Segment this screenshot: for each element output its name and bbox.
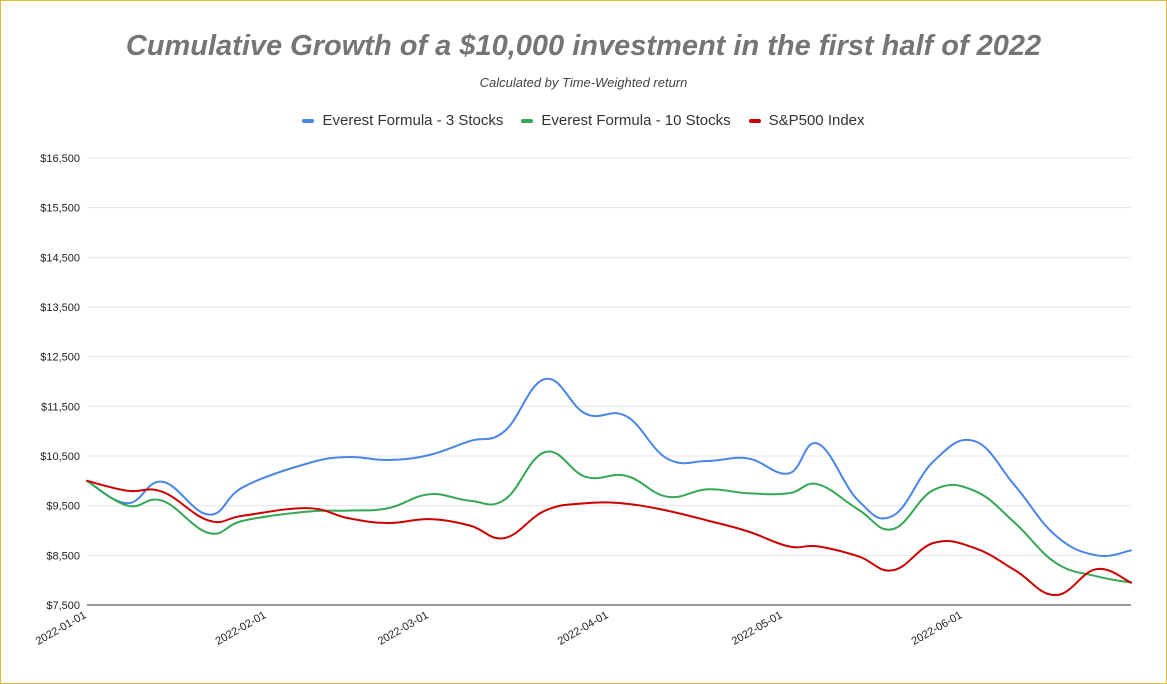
y-tick-label: $11,500 xyxy=(41,401,80,413)
legend-item-3-stocks[interactable]: Everest Formula - 3 Stocks xyxy=(302,112,503,129)
y-tick-label: $14,500 xyxy=(40,252,80,264)
x-tick-label: 2022-02-01 xyxy=(214,609,269,648)
legend: Everest Formula - 3 Stocks Everest Formu… xyxy=(0,112,1167,129)
series-line-3-stocks xyxy=(86,377,1132,557)
series-line-10-stocks xyxy=(86,450,1132,584)
chart-title: Cumulative Growth of a $10,000 investmen… xyxy=(125,30,1042,62)
legend-swatch-3-stocks xyxy=(302,118,315,123)
y-tick-label: $16,500 xyxy=(40,153,80,165)
x-tick-label: 2022-03-01 xyxy=(376,609,431,648)
legend-swatch-sp500 xyxy=(748,118,761,123)
legend-label-10-stocks: Everest Formula - 10 Stocks xyxy=(541,112,731,129)
y-tick-label: $15,500 xyxy=(40,203,80,215)
x-tick-label: 2022-05-01 xyxy=(730,609,785,648)
y-tick-label: $7,500 xyxy=(46,600,80,612)
x-tick-label: 2022-06-01 xyxy=(910,609,965,648)
legend-swatch-10-stocks xyxy=(521,118,534,123)
y-tick-label: $12,500 xyxy=(40,352,80,364)
y-tick-label: $8,500 xyxy=(46,550,80,562)
legend-label-sp500: S&P500 Index xyxy=(768,112,865,129)
legend-label-3-stocks: Everest Formula - 3 Stocks xyxy=(322,112,504,129)
chart-subtitle: Calculated by Time-Weighted return xyxy=(479,75,688,90)
legend-item-sp500[interactable]: S&P500 Index xyxy=(748,112,865,129)
y-tick-label: $9,500 xyxy=(46,501,80,513)
x-tick-label: 2022-01-01 xyxy=(34,609,89,648)
x-tick-label: 2022-04-01 xyxy=(556,609,611,648)
y-tick-label: $10,500 xyxy=(40,451,80,463)
legend-item-10-stocks[interactable]: Everest Formula - 10 Stocks xyxy=(521,112,731,129)
y-tick-label: $13,500 xyxy=(40,302,80,314)
series-line-sp500 xyxy=(86,479,1132,597)
